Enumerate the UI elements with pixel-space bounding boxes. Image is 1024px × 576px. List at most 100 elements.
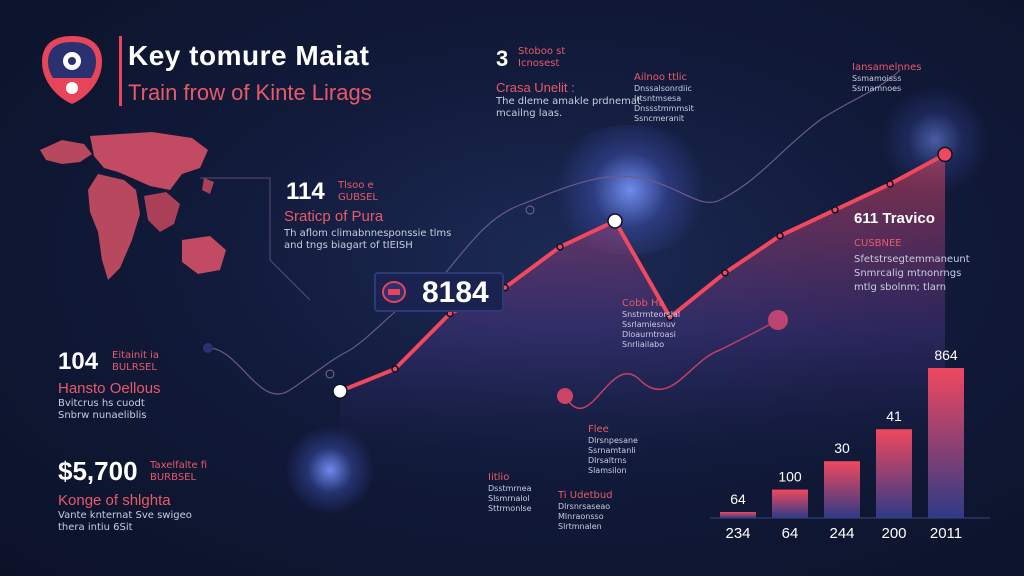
shield-logo-icon: [40, 34, 104, 106]
header-divider: [119, 36, 122, 106]
mini-note-line: Ssrnamtanli: [588, 446, 636, 455]
connector-node: [203, 343, 213, 353]
bar-category-label: 244: [829, 525, 854, 542]
bar-category-label: 200: [881, 525, 906, 542]
line-point: [332, 383, 348, 399]
top-panel-desc: The dleme amakle prdnemat: [496, 96, 641, 107]
bar: [772, 489, 808, 518]
right-panel-desc: Sfetstrsegtemmaneunt: [854, 254, 970, 265]
value-badge: 8184: [374, 272, 504, 312]
mini-note-label: Ailnoo ttlic: [634, 72, 688, 83]
top-panel-number: 3: [496, 46, 509, 71]
page-title: Key tomure Maiat: [128, 40, 370, 71]
mini-note: Ailnoo ttlic Dnssalsonrdiic Irtsntmsesa Dns…: [634, 72, 694, 124]
line-series: [339, 152, 946, 394]
mini-note-label: Iitlio: [488, 472, 510, 483]
mini-note-label: Flee: [588, 424, 609, 435]
badge-value: 8184: [422, 276, 489, 309]
mini-note-line: Snrliailabo: [622, 340, 665, 349]
bar-value-label: 864: [934, 347, 958, 363]
left-mid-desc: Snbrw nunaeliblis: [58, 410, 147, 421]
left-bottom-heading: Konge of shlghta: [58, 492, 171, 509]
mini-note: Iansamelnnes Ssmamoisss Ssrnamnoes: [852, 62, 921, 94]
right-panel-tag: CUSBNEE: [854, 238, 902, 249]
mini-note: Flee Dlrsnpesane Ssrnamtanli Dlrsaltrns Slam…: [588, 424, 638, 476]
bar-value-label: 64: [730, 491, 746, 507]
mini-note-line: Mlnraonsso: [558, 512, 604, 521]
mini-note-line: Dlrsnpesane: [588, 436, 638, 445]
left-mid-tag: BULRSEL: [112, 362, 157, 373]
left-bottom-desc: Vante knternat Sve swigeo: [58, 510, 192, 521]
mini-note-line: Dlrsnrsaseao: [558, 502, 611, 511]
mini-note-line: Dlrsaltrns: [588, 456, 627, 465]
mini-note-line: Ssrnamnoes: [852, 84, 902, 93]
top-panel-tag: Stoboo st: [518, 46, 566, 57]
left-mid-desc: Bvitcrus hs cuodt: [58, 398, 145, 409]
line-point: [666, 313, 674, 321]
mini-note-line: Dnssalsonrdiic: [634, 84, 692, 93]
left-upper-heading: Sraticp of Pura: [284, 208, 384, 225]
mini-note: Ti Udetbud Dlrsnrsaseao Mlnraonsso Slrtmnal…: [558, 490, 613, 532]
flag-badge-icon: [382, 281, 406, 303]
bar-value-label: 100: [778, 469, 802, 485]
left-upper-number: 114: [286, 178, 325, 205]
connector-line: [429, 175, 721, 291]
line-point: [607, 213, 623, 229]
left-mid-number: 104: [58, 348, 99, 375]
bar-value-label: 41: [886, 408, 902, 424]
connector-line: [209, 289, 431, 395]
connector-line: [719, 69, 901, 201]
bar-category-label: 2011: [930, 525, 962, 542]
top-panel-desc: mcailng laas.: [496, 108, 563, 119]
left-bottom-desc: thera intiu 6Sit: [58, 522, 133, 533]
mini-note-line: Dloaurntroasi: [622, 330, 676, 339]
connector-node: [325, 369, 335, 379]
line-point: [391, 365, 399, 373]
line-point: [721, 269, 729, 277]
mini-note-label: Ti Udetbud: [558, 490, 613, 501]
connector-line: [200, 177, 311, 301]
line-point: [937, 146, 953, 163]
left-upper-desc: Th aflom climabnnesponssie tlms: [284, 228, 452, 239]
mini-note-line: Slamsilon: [588, 466, 627, 475]
top-panel-heading: Crasa Unelit :: [496, 80, 575, 95]
right-panel-heading: 611 Travico: [854, 210, 935, 227]
mini-note: Cobb Ha Snstrmteorslal Ssrlamiesnuv Dloaurn…: [622, 298, 680, 350]
mini-note-line: Slsmrnalol: [488, 494, 530, 503]
mini-note-line: Ssmamoisss: [852, 74, 902, 83]
left-bottom-tag: Taxelfalte fi: [150, 460, 208, 471]
bar: [720, 512, 756, 518]
world-map-icon: [32, 128, 232, 308]
left-mid-heading: Hansto Oellous: [58, 380, 161, 397]
mini-note: Iitlio Dsstmrnea Slsmrnalol Sttrmonlse: [488, 472, 532, 514]
mini-note-line: Dsstmrnea: [488, 484, 532, 493]
line-area: [340, 154, 945, 480]
connector-node: [525, 205, 535, 215]
bar-value-label: 30: [834, 440, 850, 456]
mini-note-line: Irtsntmsesa: [634, 94, 682, 103]
glow-top: [545, 125, 715, 255]
left-upper-tag: Tlsoo e: [338, 180, 374, 191]
left-upper-tag: GUBSEL: [338, 192, 378, 203]
left-mid-tag: Eitainit ia: [112, 350, 160, 361]
mini-note-label: Cobb Ha: [622, 298, 665, 309]
line-point: [776, 232, 784, 240]
line-point: [886, 180, 894, 188]
left-upper-desc: and tngs biagart of tIEISH: [284, 240, 413, 251]
left-bottom-tag: BURBSEL: [150, 472, 197, 483]
right-panel-desc: mtlg sbolnm; tlarn: [854, 282, 947, 293]
bar-category-label: 234: [725, 525, 750, 542]
line-point: [556, 243, 564, 251]
bar-chart: 64 234 100 64 30 244 41 200 864 2011: [710, 347, 990, 542]
mini-note-label: Iansamelnnes: [852, 62, 922, 73]
mini-note-line: Sttrmonlse: [488, 504, 532, 513]
mini-note-line: Ssncmeranit: [634, 114, 685, 123]
bar: [928, 368, 964, 518]
line-point: [831, 206, 839, 214]
bar: [876, 429, 912, 518]
bar-category-label: 64: [782, 525, 799, 542]
mini-note-line: Ssrlamiesnuv: [622, 320, 676, 329]
bar: [824, 461, 860, 518]
